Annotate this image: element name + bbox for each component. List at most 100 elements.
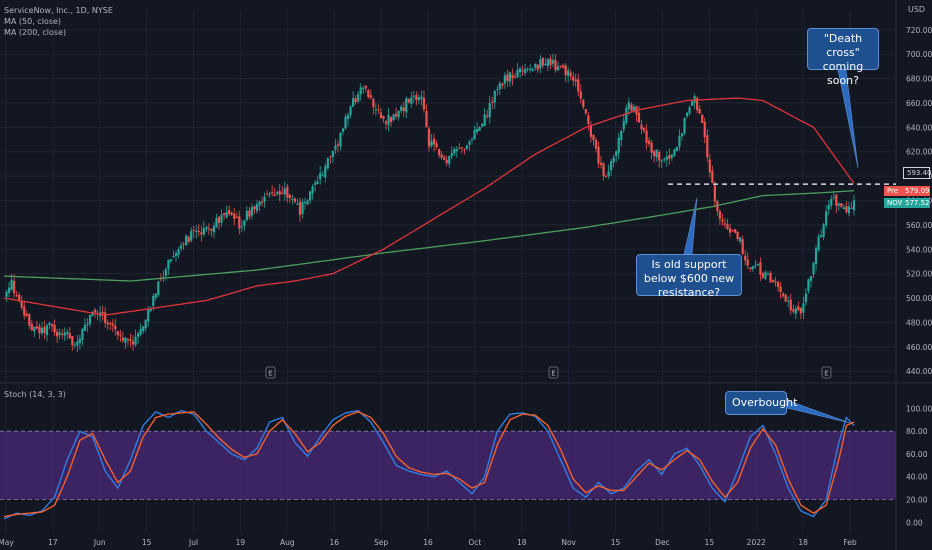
candle-body <box>154 293 157 298</box>
candle-body <box>794 308 797 314</box>
death-cross-callout: "Death cross" coming soon? <box>807 28 879 87</box>
candle-body <box>536 64 539 70</box>
candle-body <box>164 269 168 276</box>
candle-body <box>693 96 696 103</box>
candle-body <box>288 195 291 199</box>
candle-body <box>93 309 97 313</box>
candle-body <box>121 337 124 341</box>
ma200-legend: MA (200, close) <box>4 28 67 37</box>
candle-body <box>696 98 699 111</box>
candle-body <box>516 69 519 78</box>
candle-body <box>420 96 423 99</box>
candle-body <box>481 123 484 127</box>
candle-body <box>655 149 658 158</box>
candle-body <box>364 85 367 89</box>
candle-body <box>779 286 782 292</box>
candle-body <box>438 148 441 156</box>
candle-body <box>445 159 448 164</box>
price-tick-label: 440.00 <box>906 367 932 376</box>
candle-body <box>273 194 276 196</box>
candle-body <box>610 161 613 171</box>
candle-body <box>147 309 150 322</box>
candle-body <box>430 140 433 146</box>
time-tick-label: Feb <box>843 538 857 547</box>
candle-body <box>549 58 552 66</box>
candle-body <box>119 334 122 336</box>
candle-body <box>182 243 185 245</box>
candle-body <box>777 282 780 288</box>
candle-body <box>511 74 514 79</box>
candle-body <box>346 114 350 119</box>
candle-body <box>73 344 76 346</box>
candle-body <box>10 279 13 290</box>
candle-body <box>526 68 529 70</box>
overbought-callout: Overbought <box>725 391 797 415</box>
candle-body <box>450 153 453 157</box>
candle-body <box>367 90 370 97</box>
candle-body <box>488 103 491 118</box>
candle-body <box>513 76 517 78</box>
candle-body <box>475 128 479 133</box>
candle-body <box>222 213 226 215</box>
earnings-marker[interactable] <box>548 366 559 379</box>
candle-body <box>577 79 580 92</box>
candle-body <box>276 192 279 194</box>
candle-body <box>845 206 848 212</box>
now-label: NOW <box>884 198 905 208</box>
candle-body <box>172 256 175 258</box>
candle-body <box>195 231 198 233</box>
candle-body <box>683 118 686 134</box>
candle-body <box>850 207 853 209</box>
candle-body <box>647 140 651 144</box>
candle-body <box>660 160 663 162</box>
candle-body <box>604 175 608 177</box>
candle-body <box>830 198 833 206</box>
candle-body <box>215 217 218 228</box>
candle-body <box>531 69 534 71</box>
candle-body <box>291 198 294 200</box>
candle-body <box>478 126 481 131</box>
candle-body <box>362 87 365 89</box>
candle-body <box>38 326 41 334</box>
candle-body <box>809 276 813 281</box>
earnings-marker[interactable] <box>821 366 832 379</box>
candle-body <box>68 332 71 339</box>
candle-body <box>723 223 727 225</box>
candle-body <box>731 230 734 232</box>
candle-body <box>255 204 259 211</box>
candle-body <box>751 266 754 270</box>
candle-body <box>587 115 590 124</box>
candle-body <box>78 338 81 344</box>
candle-body <box>835 194 838 206</box>
price-tick-label: 720.00 <box>906 26 932 35</box>
candle-body <box>718 211 722 219</box>
earnings-marker[interactable] <box>265 366 276 379</box>
candle-body <box>579 91 582 99</box>
candle-body <box>210 229 213 231</box>
candle-body <box>228 209 231 215</box>
candle-body <box>726 224 729 230</box>
candle-body <box>594 139 598 149</box>
candle-body <box>837 203 840 206</box>
candle-body <box>20 300 23 308</box>
candle-body <box>372 99 375 108</box>
candle-body <box>412 95 415 97</box>
candle-body <box>144 319 147 329</box>
candle-body <box>799 307 802 314</box>
candle-body <box>104 312 107 324</box>
candle-body <box>111 323 114 326</box>
candle-body <box>630 104 633 111</box>
candle-body <box>139 328 142 335</box>
candle-body <box>101 311 104 314</box>
candle-body <box>668 155 671 159</box>
candle-body <box>766 274 770 276</box>
support-pointer <box>683 197 698 255</box>
candle-body <box>212 225 216 233</box>
stoch-tick-label: 0.00 <box>906 518 923 527</box>
candle-body <box>286 186 289 198</box>
symbol-title: ServiceNow, Inc., 1D, NYSE <box>4 6 113 15</box>
candle-body <box>159 279 162 281</box>
time-tick-label: Jun <box>93 538 106 547</box>
candle-body <box>792 309 795 312</box>
